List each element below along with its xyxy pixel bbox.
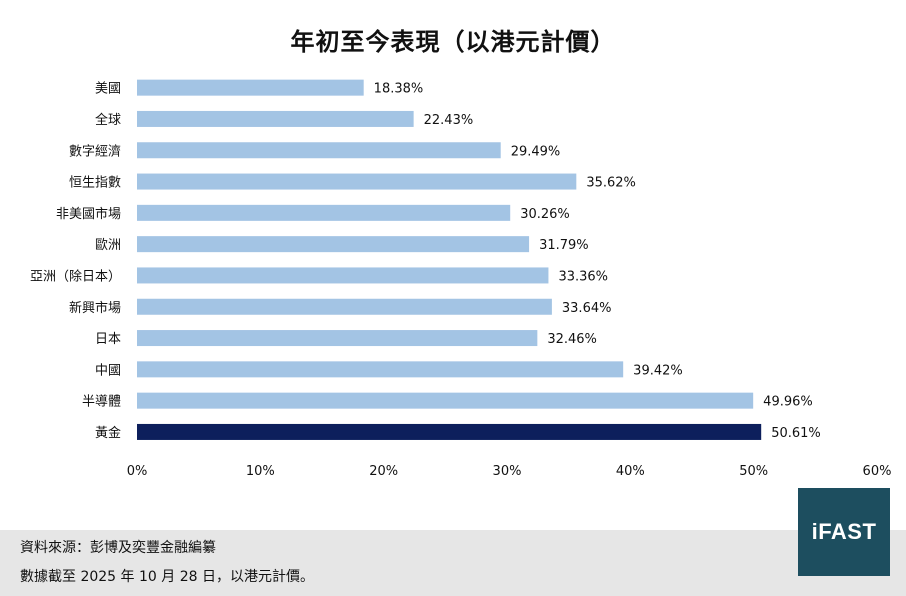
category-label: 全球 [95,112,121,128]
bar [137,392,754,409]
value-label: 50.61% [771,426,821,441]
chart-title: 年初至今表現（以港元計價） [290,28,616,56]
value-label: 30.26% [520,207,570,222]
x-tick-label: 0% [127,464,148,479]
bar [137,330,538,347]
category-label: 歐洲 [95,238,121,253]
bar [137,236,530,253]
bar [137,142,501,159]
bar [137,204,511,221]
category-label: 美國 [95,82,121,97]
x-tick-label: 40% [616,464,645,479]
value-label: 39.42% [633,363,683,378]
value-label: 35.62% [586,176,636,191]
category-label: 黃金 [95,425,121,441]
x-axis: 0% 10% 20% 30% 40% 50% 60% [127,464,892,479]
value-label: 22.43% [424,113,474,128]
category-label: 數字經濟 [69,143,121,159]
bar [137,298,552,315]
category-label: 日本 [95,332,121,347]
source-note: 資料來源：彭博及奕豐金融編纂 [20,540,216,556]
category-label: 半導體 [82,395,121,410]
x-tick-label: 20% [369,464,398,479]
ifast-logo: iFAST [798,488,890,576]
value-label: 32.46% [547,332,597,347]
x-tick-label: 50% [739,464,768,479]
bar [137,423,762,440]
bar [137,110,414,127]
x-tick-label: 30% [493,464,522,479]
value-label: 49.96% [763,395,813,410]
category-label: 新興市場 [69,300,121,316]
value-label: 33.64% [562,301,612,316]
x-tick-label: 10% [246,464,275,479]
bar [137,267,549,284]
x-tick-label: 60% [863,464,892,479]
value-label: 18.38% [374,82,424,97]
date-note: 數據截至 2025 年 10 月 28 日，以港元計價。 [20,569,314,585]
category-label: 恒生指數 [69,176,121,191]
category-label: 中國 [95,363,121,378]
bar [137,173,577,190]
category-label: 非美國市場 [56,206,121,222]
footer: 資料來源：彭博及奕豐金融編纂 數據截至 2025 年 10 月 28 日，以港元… [0,530,906,596]
bar [137,361,624,378]
value-label: 33.36% [558,269,608,284]
category-label: 亞洲（除日本） [30,269,121,284]
bar-chart: 美國 18.38% 全球 22.43% 數字經濟 29.49% 恒生指數 35.62% 非美國市… [30,79,892,479]
bars-layer: 美國 18.38% 全球 22.43% 數字經濟 29.49% 恒生指數 35.62% 非美國市… [30,79,821,441]
logo-text: iFAST [811,519,877,544]
bar [137,79,364,96]
value-label: 31.79% [539,238,589,253]
value-label: 29.49% [511,144,561,159]
